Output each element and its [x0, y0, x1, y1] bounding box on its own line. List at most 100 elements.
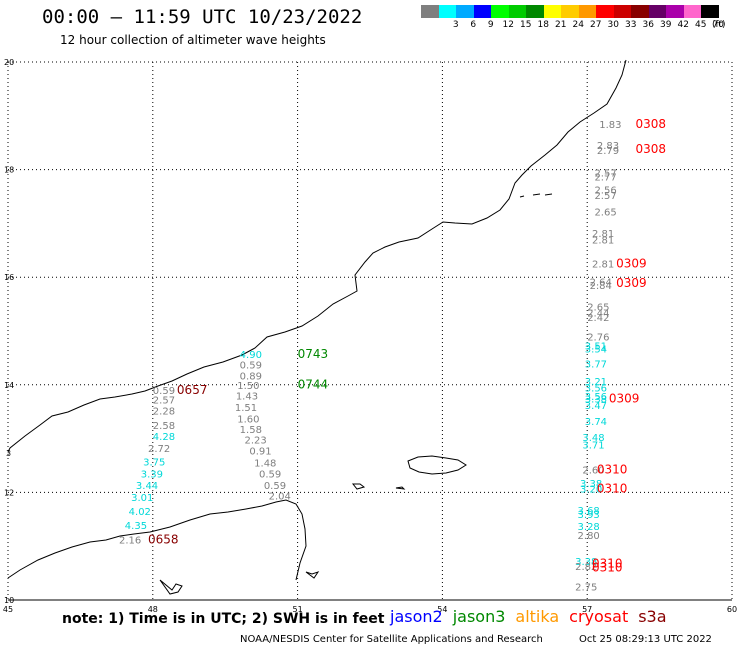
wave-height-value: 0.89 [240, 371, 262, 382]
lon-tick-label: 45 [3, 605, 13, 614]
wave-height-value: 4.02 [129, 507, 151, 518]
wave-height-value: 2.42 [587, 313, 609, 324]
lat-tick-label: 20 [4, 58, 14, 67]
legend-label: 45 [695, 20, 707, 30]
wave-height-value: 0.59 [240, 361, 262, 372]
lat-tick-label: 10 [4, 596, 14, 605]
somalia-coastline [7, 499, 307, 581]
pass-time-label: 0308 [635, 117, 666, 131]
wave-height-value: 2.58 [153, 421, 175, 432]
ras-hafun [305, 571, 320, 579]
legend-label: 39 [660, 20, 672, 30]
legend-label: 9 [487, 20, 494, 30]
wave-height-value: 2.23 [245, 435, 267, 446]
wave-height-value: 3.71 [582, 440, 604, 451]
legend-swatch: 15 [508, 5, 531, 30]
pass-time-label: 0309 [616, 257, 647, 271]
wave-height-value: 0.59 [153, 386, 175, 397]
lat-tick-label: 18 [4, 166, 14, 175]
satellite-legend: jason2 jason3 altika cryosat s3a [390, 607, 677, 626]
wave-height-value: 2.75 [575, 582, 597, 593]
legend-label: 70 [712, 20, 724, 30]
wave-height-value: 3.38 [585, 395, 607, 406]
wave-height-value: 3.77 [585, 360, 607, 371]
legend-swatch: 30 [596, 5, 619, 30]
wave-height-value: 4.28 [153, 432, 175, 443]
legend-swatch: 3 [438, 5, 459, 30]
pass-time-labels: 0743 0744 0657 0658 0308 0308 0309 0309 0309 0310… [148, 117, 666, 574]
wave-height-value: 1.60 [237, 414, 259, 425]
wave-height-value: 2.65 [594, 207, 616, 218]
wave-height-value: 3.56 [585, 383, 607, 394]
lon-tick-label: 54 [437, 605, 447, 614]
legend-label: 24 [572, 20, 584, 30]
wave-height-value: 2.04 [269, 491, 291, 502]
wave-height-value: 3.51 [585, 341, 607, 352]
wave-height-observations: 0.592.572.282.584.282.723.753.393.443.01… [119, 120, 622, 593]
pass-time-label: 0310 [592, 557, 623, 571]
satellite-name: altika [515, 607, 560, 626]
wave-height-value: 3.93 [578, 510, 600, 521]
legend-swatch: 12 [491, 5, 514, 30]
pass-time-label: 0310 [592, 560, 623, 574]
legend-swatch: 33 [613, 5, 636, 30]
lon-tick-label: 48 [148, 605, 158, 614]
wave-height-value: 3.28 [578, 522, 600, 533]
satellite-name: jason3 [452, 607, 506, 626]
wave-height-value: 2.16 [119, 536, 141, 547]
wave-height-value: 3.38 [580, 479, 602, 490]
legend-swatch: 18 [526, 5, 549, 30]
wave-height-value: 3.44 [136, 481, 158, 492]
lat-tick-label: 14 [4, 381, 14, 390]
legend-swatch: 36 [631, 5, 654, 30]
wave-height-value: 2.76 [587, 333, 609, 344]
wave-height-value: 1.83 [599, 120, 621, 131]
legend-label: 12 [502, 20, 514, 30]
wave-height-value: 3.56 [585, 392, 607, 403]
legend-label: 6 [470, 20, 477, 30]
wave-height-value: 2.82 [575, 562, 597, 573]
legend-label: 30 [607, 20, 619, 30]
wave-height-value: 2.84 [590, 281, 612, 292]
legend-label: 33 [625, 20, 637, 30]
wave-height-value: 4.35 [125, 521, 147, 532]
wave-height-value: 2.81 [592, 229, 614, 240]
legend-swatch: 39 [648, 5, 671, 30]
wave-height-value: 2.57 [594, 191, 616, 202]
units-note: note: 1) Time is in UTC; 2) SWH is in fe… [62, 611, 385, 627]
wave-height-value: 1.48 [254, 459, 276, 470]
legend-swatch: 70 [701, 5, 724, 30]
wave-height-value: 2.72 [148, 444, 170, 455]
wave-height-value: 3.74 [585, 417, 607, 428]
wave-height-value: 3.38 [575, 557, 597, 568]
wave-height-value: 2.57 [153, 396, 175, 407]
pass-time-label: 0744 [298, 378, 329, 392]
wave-height-value: 2.80 [578, 531, 600, 542]
legend-swatch: 21 [543, 5, 566, 30]
wave-height-value: 2.81 [592, 235, 614, 246]
lon-tick-label: 60 [727, 605, 737, 614]
legend-label: 21 [555, 20, 567, 30]
wave-height-value: 0.59 [264, 481, 286, 492]
socotra-island [407, 455, 467, 475]
wave-height-value: 2.65 [587, 303, 609, 314]
wave-height-value: 1.51 [235, 403, 257, 414]
pass-time-label: 0309 [616, 276, 647, 290]
generated-timestamp: Oct 25 08:29:13 UTC 2022 [579, 634, 712, 645]
axis-labels: 45 48 51 54 57 60 20 18 16 14 12 10 3 [3, 58, 737, 614]
legend-swatch: 27 [578, 5, 601, 30]
legend-unit: (ft) [712, 20, 726, 30]
wave-height-value: 2.64 [590, 277, 612, 288]
wave-height-value: 0.59 [259, 469, 281, 480]
legend-label: 18 [537, 20, 549, 30]
wave-height-value: 2.81 [592, 260, 614, 271]
legend-label: 36 [642, 20, 654, 30]
cape-guardafui-tip [159, 579, 183, 595]
lat-lon-grid [7, 61, 733, 601]
kuria-muria-islands [519, 193, 553, 198]
wave-height-value: 4.90 [240, 350, 262, 361]
legend-label: 15 [520, 20, 532, 30]
satellite-name: cryosat [569, 607, 629, 626]
legend-swatch: 45 [683, 5, 706, 30]
